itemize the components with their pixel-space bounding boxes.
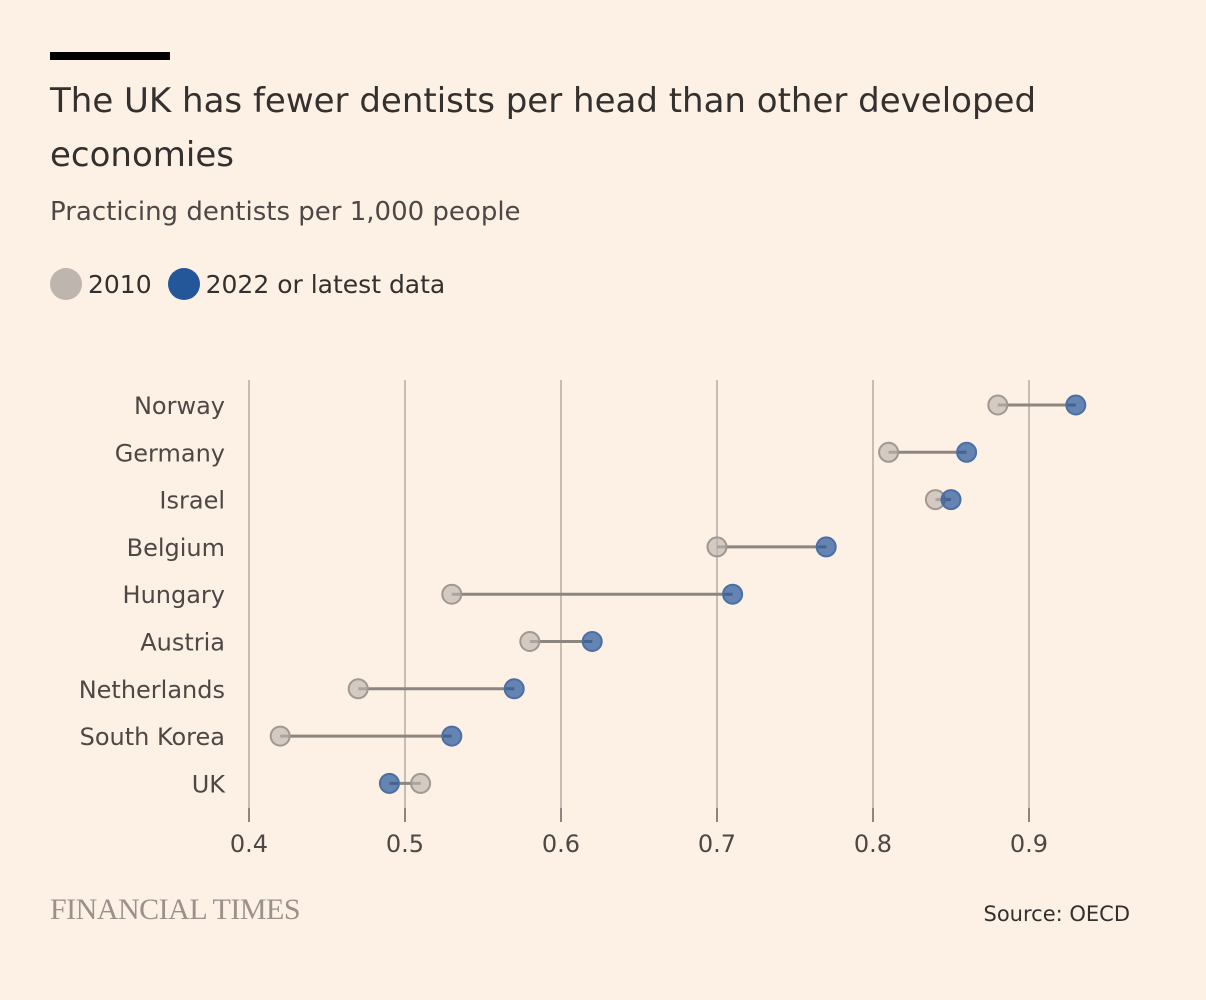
- point-2010: [269, 725, 291, 747]
- point-2010: [706, 536, 728, 558]
- legend-label-2010: 2010: [88, 269, 152, 299]
- ft-logo: FINANCIAL TIMES: [50, 893, 301, 926]
- point-latest: [581, 631, 603, 652]
- point-2010: [347, 678, 369, 700]
- legend-swatch-2010: [50, 268, 82, 300]
- chart-subtitle: Practicing dentists per 1,000 people: [50, 197, 521, 227]
- legend-swatch-latest: [167, 268, 200, 300]
- legend: 2010 2022 or latest data: [50, 268, 461, 300]
- category-label: Norway: [134, 392, 225, 420]
- point-latest: [722, 583, 744, 605]
- legend-item-2010: 2010: [50, 268, 152, 300]
- category-label: South Korea: [80, 723, 225, 751]
- source-note: Source: OECD: [983, 902, 1130, 926]
- point-latest: [956, 441, 978, 463]
- x-tick-label: 0.6: [542, 830, 580, 858]
- point-latest: [1065, 394, 1087, 416]
- x-tick-label: 0.7: [698, 830, 736, 858]
- category-label: Austria: [140, 629, 225, 657]
- x-tick-label: 0.4: [230, 830, 268, 858]
- data-marks: [269, 394, 1087, 794]
- point-2010: [987, 394, 1009, 416]
- legend-item-latest: 2022 or latest data: [167, 268, 446, 300]
- category-label: Netherlands: [79, 676, 225, 704]
- point-latest: [503, 678, 525, 700]
- x-tick-label: 0.5: [386, 830, 424, 858]
- chart-title: The UK has fewer dentists per head than …: [50, 81, 1037, 175]
- point-2010: [519, 631, 541, 652]
- legend-label-latest: 2022 or latest data: [205, 269, 446, 299]
- title-accent-bar: [50, 52, 170, 60]
- category-labels: Norway Germany Israel Belgium Hungary Austria…: [79, 392, 227, 798]
- x-axis-ticks: 0.4 0.5 0.6 0.7 0.8 0.9: [230, 808, 1048, 858]
- point-2010: [878, 441, 900, 463]
- point-latest: [815, 536, 837, 558]
- category-label: Belgium: [127, 534, 225, 562]
- x-tick-label: 0.8: [854, 830, 892, 858]
- point-2010: [441, 583, 463, 605]
- category-label: UK: [192, 770, 227, 798]
- category-label: Hungary: [123, 581, 225, 609]
- point-latest: [378, 772, 400, 794]
- point-2010: [410, 772, 432, 794]
- point-latest: [441, 725, 463, 747]
- category-label: Germany: [115, 439, 225, 467]
- x-tick-label: 0.9: [1010, 830, 1048, 858]
- category-label: Israel: [159, 487, 225, 515]
- point-latest: [940, 489, 962, 511]
